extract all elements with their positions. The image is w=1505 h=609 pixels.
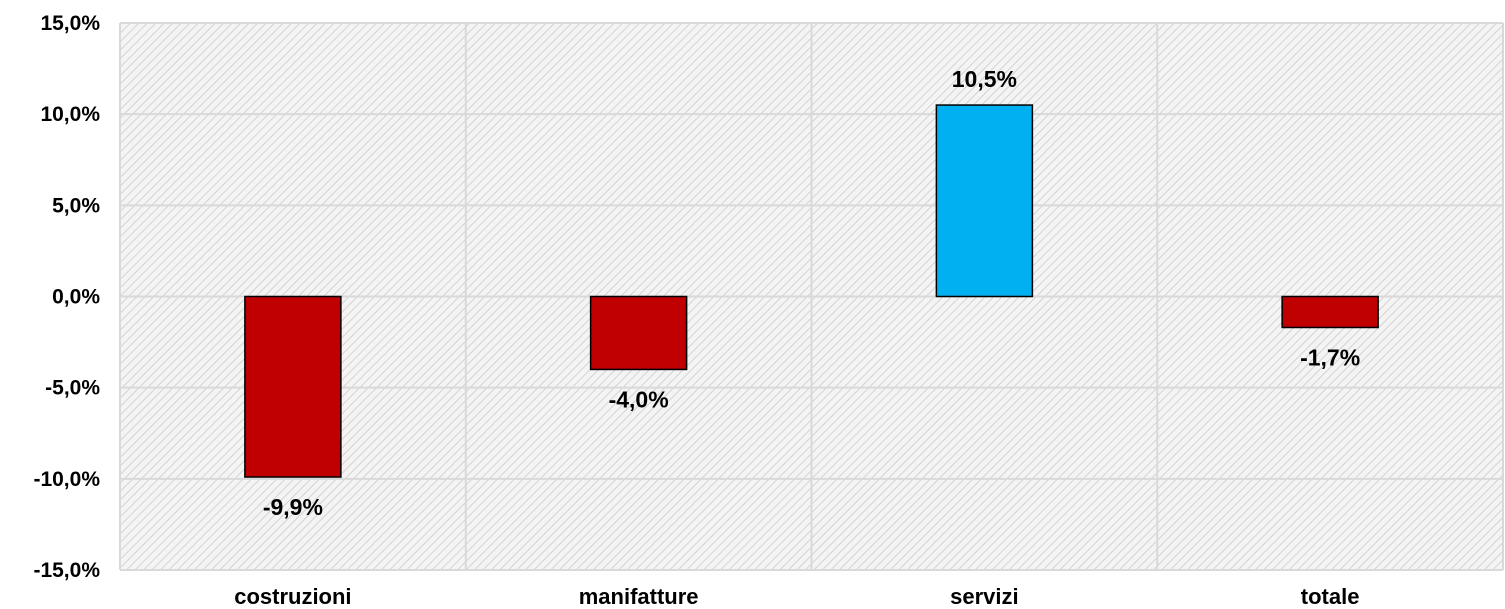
y-tick-label: -10,0% xyxy=(33,468,100,491)
category-label: costruzioni xyxy=(234,584,351,609)
data-label: -1,7% xyxy=(1300,344,1360,370)
y-tick-label: 5,0% xyxy=(52,194,100,217)
bars xyxy=(244,104,1379,478)
gridlines xyxy=(119,22,1504,571)
data-labels: -9,9% -4,0% 10,5% -1,7% xyxy=(263,66,1360,520)
category-label: servizi xyxy=(950,584,1019,609)
data-label: -9,9% xyxy=(263,494,323,520)
bar-manifatture xyxy=(589,295,688,371)
y-tick-label: 10,0% xyxy=(40,103,100,126)
category-label: totale xyxy=(1301,584,1360,609)
y-tick-label: -15,0% xyxy=(33,559,100,582)
category-label: manifatture xyxy=(579,584,699,609)
data-label: 10,5% xyxy=(952,66,1017,92)
bar-costruzioni xyxy=(244,295,342,478)
y-tick-label: -5,0% xyxy=(45,377,100,400)
y-axis-tick-labels: 15,0% 10,0% 5,0% 0,0% -5,0% -10,0% -15,0% xyxy=(33,12,100,582)
x-axis-category-labels: costruzioni manifatture servizi totale xyxy=(234,584,1359,609)
y-tick-label: 15,0% xyxy=(40,12,100,35)
y-tick-label: 0,0% xyxy=(52,286,100,309)
data-label: -4,0% xyxy=(609,386,669,412)
bar-servizi xyxy=(935,104,1034,298)
bar-totale xyxy=(1281,295,1379,329)
